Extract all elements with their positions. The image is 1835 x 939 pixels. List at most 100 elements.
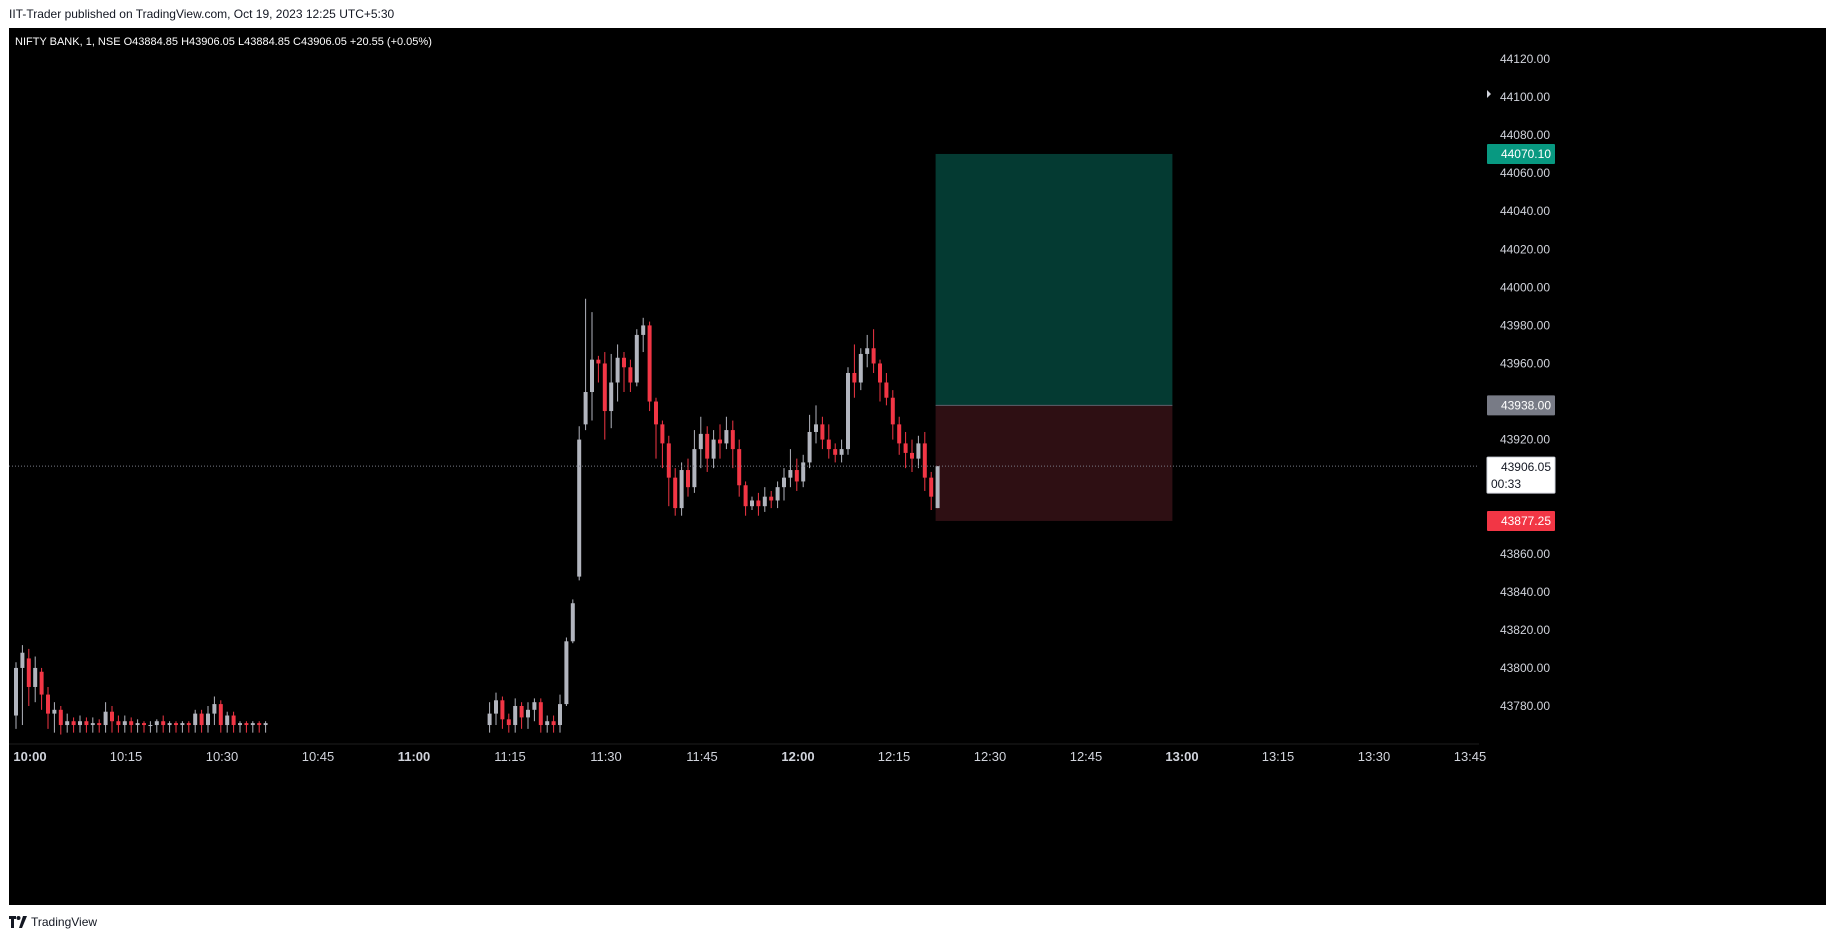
candle-body [551, 721, 556, 726]
scale-marker-icon[interactable] [1487, 90, 1491, 98]
candle-body [180, 723, 185, 726]
candle-body [538, 702, 543, 726]
candle-body [526, 709, 530, 718]
candle-body [660, 424, 665, 444]
candle-body [519, 706, 524, 718]
candle-body [33, 667, 38, 687]
profit-zone[interactable] [935, 153, 1173, 406]
candle-body [558, 704, 562, 726]
candle-body [545, 721, 550, 726]
tradingview-logo[interactable]: TradingView [9, 915, 97, 929]
candle-body [116, 721, 121, 726]
y-tick-label: 43840.00 [1500, 585, 1550, 599]
x-tick-label: 10:45 [302, 749, 335, 764]
countdown-label: 00:33 [1491, 477, 1521, 491]
candle-body [174, 723, 178, 726]
candle-body [666, 443, 671, 478]
candle-body [750, 500, 754, 507]
candle-body [257, 723, 262, 726]
publisher-line: IIT-Trader published on TradingView.com,… [9, 7, 395, 21]
x-tick-label: 12:15 [878, 749, 911, 764]
candle-body [890, 397, 895, 425]
candle-body [820, 424, 825, 440]
candle-body [78, 721, 82, 726]
candle-body [711, 439, 716, 459]
candle-body [718, 439, 722, 444]
candle-body [14, 667, 18, 716]
y-tick-label: 44060.00 [1500, 166, 1550, 180]
candle-body [71, 721, 76, 726]
y-tick-label: 43960.00 [1500, 356, 1550, 370]
candlestick-chart[interactable]: 44120.00 44100.00 44080.00 44060.00 44040.00… [9, 28, 1826, 905]
brand-label: TradingView [31, 915, 98, 929]
candle-body [596, 359, 601, 364]
y-tick-label: 44040.00 [1500, 204, 1550, 218]
candle-body [935, 466, 940, 509]
candle-body [263, 723, 268, 726]
candle-body [506, 719, 511, 726]
stop-price-badge-label: 43877.25 [1501, 514, 1551, 528]
candle-body [871, 348, 876, 364]
candle-body [922, 443, 927, 478]
candle-body [858, 353, 863, 383]
candle-body [833, 449, 838, 455]
candle-body [615, 357, 620, 383]
x-tick-label: 12:00 [781, 749, 814, 764]
candle-body [788, 470, 793, 478]
candle-body [743, 485, 748, 507]
top-bar: IIT-Trader published on TradingView.com,… [0, 0, 1835, 28]
x-tick-label: 13:00 [1165, 749, 1198, 764]
candle-body [679, 470, 684, 509]
y-tick-label: 43920.00 [1500, 433, 1550, 447]
candle-body [756, 500, 761, 507]
legend-symbol: NIFTY BANK, 1, NSE O43884.85 H43906.05 L… [15, 36, 432, 48]
candle-body [58, 709, 63, 726]
candle-body [186, 723, 191, 726]
stop-price-badge[interactable] [1487, 510, 1555, 531]
candle-body [878, 363, 882, 383]
candle-body [97, 723, 102, 726]
candle-body [500, 700, 505, 720]
candle-body [26, 658, 31, 687]
x-tick-label: 10:30 [206, 749, 239, 764]
candle-body [641, 325, 646, 335]
candle-body [916, 443, 921, 459]
entry-price-badge-label: 43938.00 [1501, 398, 1551, 412]
candle-body [814, 424, 818, 432]
last-price-badge[interactable] [1486, 456, 1556, 494]
candle-body [244, 723, 249, 726]
candle-body [193, 713, 198, 726]
y-tick-label: 44000.00 [1500, 280, 1550, 294]
x-tick-label: 13:15 [1262, 749, 1295, 764]
loss-zone[interactable] [935, 405, 1173, 521]
x-tick-label: 13:45 [1454, 749, 1487, 764]
target-price-badge-label: 44070.10 [1501, 147, 1551, 161]
chart-frame[interactable]: 44120.00 44100.00 44080.00 44060.00 44040.00… [9, 28, 1826, 905]
candle-body [698, 433, 703, 450]
candle-body [103, 711, 108, 726]
candle-body [199, 713, 204, 726]
y-tick-label: 43860.00 [1500, 547, 1550, 561]
target-price-badge[interactable] [1487, 143, 1555, 164]
candle-body [730, 430, 735, 450]
candle-body [692, 449, 697, 488]
candle-body [801, 462, 806, 482]
candle-body [590, 359, 594, 393]
candle-body [686, 470, 690, 488]
candle-body [775, 487, 780, 501]
candle-body [564, 641, 569, 705]
candle-body [884, 382, 889, 398]
candle-body [910, 452, 914, 459]
candle-body [794, 470, 799, 482]
entry-price-badge[interactable] [1487, 395, 1555, 416]
candle-body [846, 372, 850, 450]
candle-body [20, 652, 25, 668]
x-tick-label: 10:15 [110, 749, 143, 764]
candle-body [628, 367, 633, 383]
x-tick-label: 11:45 [686, 749, 718, 764]
candle-body [897, 424, 902, 444]
candle-body [807, 431, 812, 463]
candle-body [654, 401, 658, 425]
candle-body [218, 704, 223, 726]
candle-body [122, 721, 127, 726]
